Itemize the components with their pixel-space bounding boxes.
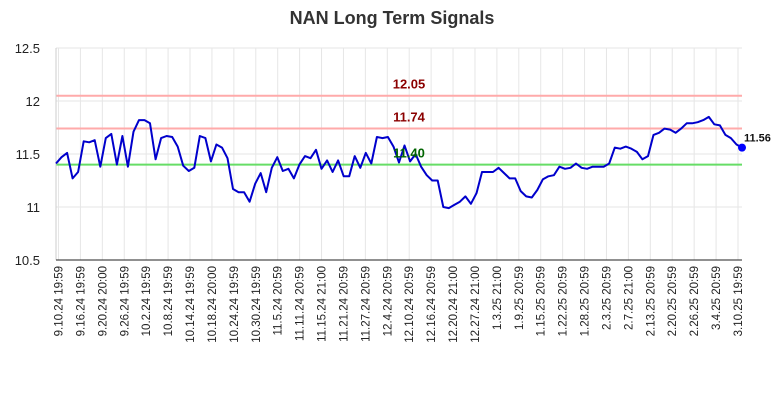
gridlines — [56, 47, 742, 261]
x-tick-label: 2.13.25 20:59 — [645, 266, 657, 336]
x-tick-label: 12.4.24 20:59 — [382, 266, 394, 336]
axes: 10.5 11 11.5 12 12.5 9.10.24 19:59 9.16.24 19:… — [15, 41, 745, 343]
labels: 12.05 11.74 11.40 11.56 — [393, 77, 771, 161]
series — [55, 115, 746, 210]
x-tick-label: 2.20.25 20:59 — [667, 266, 679, 336]
signal-line-label: 12.05 — [393, 77, 426, 92]
x-tick-label: 1.9.25 20:59 — [514, 266, 526, 330]
x-tick-label: 11.21.24 20:59 — [338, 266, 350, 342]
x-tick-label: 12.10.24 20:59 — [404, 266, 416, 343]
y-tick-label: 11.5 — [16, 147, 40, 162]
x-tick-label: 12.27.24 21:00 — [470, 266, 482, 343]
y-tick-label: 12.5 — [15, 41, 40, 56]
x-tick-label: 11.15.24 21:00 — [317, 266, 329, 342]
reference-lines — [56, 94, 742, 166]
chart-title: NAN Long Term Signals — [289, 8, 495, 28]
x-tick-label: 10.30.24 19:59 — [251, 266, 263, 343]
x-tick-label: 12.20.24 21:00 — [448, 266, 460, 343]
x-tick-label: 10.18.24 20:00 — [207, 266, 219, 343]
y-tick-label: 11 — [27, 200, 41, 215]
price-series-line — [55, 115, 743, 210]
signal-line-label: 11.74 — [393, 110, 426, 125]
x-tick-label: 10.14.24 19:59 — [185, 266, 197, 343]
x-tick-label: 10.24.24 19:59 — [229, 266, 241, 343]
x-tick-label: 11.11.24 20:59 — [295, 266, 307, 341]
x-tick-label: 2.26.25 20:59 — [689, 266, 701, 336]
y-tick-label: 12 — [26, 94, 40, 109]
x-tick-label: 11.27.24 20:59 — [360, 266, 372, 342]
x-tick-label: 1.22.25 20:59 — [558, 266, 570, 336]
x-tick-label: 12.16.24 20:59 — [426, 266, 438, 343]
y-tick-label: 10.5 — [15, 253, 40, 268]
x-tick-label: 10.8.24 19:59 — [163, 266, 175, 336]
x-tick-label: 10.2.24 19:59 — [141, 266, 153, 336]
x-tick-label: 9.16.24 19:59 — [75, 266, 87, 336]
x-tick-label: 2.7.25 21:00 — [623, 266, 635, 330]
x-tick-label: 2.3.25 20:59 — [601, 266, 613, 330]
x-tick-label: 11.5.24 20:59 — [273, 266, 285, 336]
last-point-marker — [738, 143, 746, 152]
x-tick-label: 1.15.25 20:59 — [536, 266, 548, 336]
x-tick-label: 9.10.24 19:59 — [54, 266, 66, 336]
x-tick-label: 9.20.24 20:00 — [97, 266, 109, 336]
x-tick-label: 3.10.25 19:59 — [733, 266, 745, 336]
last-value-label: 11.56 — [744, 133, 771, 145]
x-tick-label: 1.28.25 20:59 — [580, 266, 592, 336]
signal-line-label: 11.40 — [393, 146, 425, 161]
x-tick-label: 3.4.25 20:59 — [711, 266, 723, 330]
x-tick-label: 9.26.24 19:59 — [119, 266, 131, 336]
x-tick-label: 1.3.25 21:00 — [492, 266, 504, 330]
